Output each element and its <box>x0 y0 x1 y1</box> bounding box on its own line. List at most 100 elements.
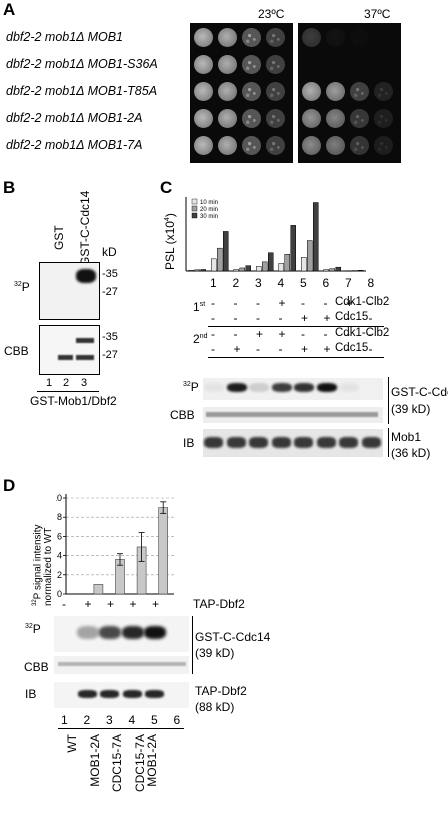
c-legend-label-2: 20 min <box>200 207 218 213</box>
c-sign-r4-8: - <box>368 342 373 356</box>
c-p32-band-7 <box>339 383 359 392</box>
c-ylabel-text: PSL (x10 <box>163 221 177 270</box>
spot-37-4-1 <box>302 109 321 128</box>
d-bar-2 <box>93 584 104 595</box>
spot-23-2-4 <box>266 55 285 74</box>
c-ylabel: PSL (x104) <box>163 213 177 270</box>
c-name-cdk1: Cdk1-Clb2 <box>335 296 390 308</box>
c-name-cdc15-2: Cdc15 <box>335 342 369 354</box>
c-sign-r1-3: - <box>256 296 260 310</box>
band-b-p32 <box>76 269 96 283</box>
c-bar-4-2 <box>262 261 268 272</box>
marker-b-35: -35 <box>102 268 118 280</box>
c-treat-rule-2 <box>208 357 384 358</box>
c-lane-4: 4 <box>277 276 285 290</box>
c-cbb-band <box>206 412 378 417</box>
d-tap-sign-2: + <box>84 597 92 611</box>
c-bar-2-1 <box>211 258 217 272</box>
c-sign-r4-1: - <box>211 342 215 356</box>
band-b-cbb-l2 <box>58 355 73 360</box>
spot-23-5-2 <box>218 136 237 155</box>
c-name-cdc15-1: Cdc15 <box>335 311 369 323</box>
spot-37-1-3 <box>350 28 369 47</box>
d-strain-4-line-1: CDC15-7A <box>132 734 147 793</box>
lane-b-3: 3 <box>81 377 88 389</box>
col-gst-c-cdc14: GST-C-Cdc14 <box>78 190 92 266</box>
c-ylabel-sup: 4 <box>164 217 171 222</box>
d-tap-kd: (88 kD) <box>195 700 235 714</box>
spot-37-4-4 <box>374 109 393 128</box>
spot-37-3-3 <box>350 82 369 101</box>
c-legend-swatch-1 <box>191 198 198 205</box>
c-row2-num: 2 <box>193 332 200 346</box>
c-legend-label-1: 10 min <box>200 200 218 206</box>
temp-23: 23ºC <box>258 7 285 21</box>
spot-23-1-2 <box>218 28 237 47</box>
c-p32-band-2 <box>226 383 247 392</box>
d-p32-band-5 <box>144 626 166 639</box>
d-lane-2: 2 <box>83 713 91 727</box>
c-bar-7-3 <box>335 266 341 272</box>
c-row2-sup: nd <box>199 333 208 340</box>
c-lane-2: 2 <box>232 276 240 290</box>
spot-23-1-4 <box>266 28 285 47</box>
c-sign-r2-6: + <box>323 311 331 325</box>
c-ib-band-7 <box>339 437 358 448</box>
band-b-cbb-l3-top <box>76 338 94 343</box>
d-lane-6: 6 <box>173 713 181 727</box>
d-strain-4: CDC15-7A MOB1-2A <box>132 734 159 793</box>
c-ib-band-6 <box>316 437 336 448</box>
c-sign-r1-2: - <box>233 296 238 310</box>
c-p32-band-5 <box>294 383 314 392</box>
c-row1-label: 1st <box>193 300 205 314</box>
spot-23-2-3 <box>242 55 261 74</box>
c-ylabel-end: ) <box>163 213 177 218</box>
marker-b-35b-label: 35 <box>105 331 118 343</box>
strain-label-3: dbf2-2 mob1Δ MOB1-T85A <box>6 84 158 98</box>
spot-23-4-4 <box>266 109 285 128</box>
spot-23-3-4 <box>266 82 285 101</box>
c-sign-r4-4: - <box>278 342 283 356</box>
col-gst: GST <box>52 225 66 250</box>
d-tick-label-8: 8 <box>57 512 62 522</box>
c-ib-band-5 <box>294 437 313 448</box>
d-p32-band-2 <box>76 626 99 639</box>
c-sign-r1-1: - <box>211 296 215 310</box>
c-treat-rule-1 <box>208 326 384 327</box>
b-footer: GST-Mob1/Dbf2 <box>30 394 117 408</box>
spot-23-4-1 <box>194 109 213 128</box>
row-cbb-b: CBB <box>4 344 29 358</box>
spot-37-1-1 <box>302 28 321 47</box>
blot-b-cbb <box>39 325 100 375</box>
d-cbb-band <box>58 662 186 666</box>
c-p32-band-6 <box>316 383 337 392</box>
c-bar-6-2 <box>307 240 313 272</box>
c-mob-kd: (36 kD) <box>391 446 431 460</box>
c-ib-band-1 <box>204 437 223 448</box>
d-strain-2: MOB1-2A <box>88 734 102 787</box>
d-row-cbb: CBB <box>24 660 49 674</box>
d-lane-3: 3 <box>106 713 113 727</box>
blot-d-ib <box>54 682 189 708</box>
c-bar-3-1 <box>233 269 239 272</box>
c-lane-1: 1 <box>210 276 217 290</box>
d-lane-4: 4 <box>128 713 136 727</box>
c-row1-sup: st <box>199 301 206 308</box>
spot-23-5-3 <box>242 136 261 155</box>
c-lane-8: 8 <box>367 276 375 290</box>
row-p32-b: 32P <box>14 280 30 294</box>
spot-37-4-3 <box>350 109 369 128</box>
c-sign-r3-3: + <box>256 327 264 341</box>
c-ib-band-4 <box>271 437 291 448</box>
c-bar-3-2 <box>239 267 245 272</box>
c-sign-r2-5: + <box>301 311 309 325</box>
c-sign-r4-2: + <box>233 342 241 356</box>
c-sub-kd: (39 kD) <box>391 402 431 416</box>
c-bar-2-3 <box>223 231 229 272</box>
spot-37-3-2 <box>326 82 345 101</box>
spot-23-3-2 <box>218 82 237 101</box>
d-sub-label: GST-C-Cdc14 <box>195 630 271 644</box>
c-lane-5: 5 <box>300 276 307 290</box>
d-bar-5 <box>158 507 168 595</box>
c-sign-r1-7: + <box>346 296 354 310</box>
